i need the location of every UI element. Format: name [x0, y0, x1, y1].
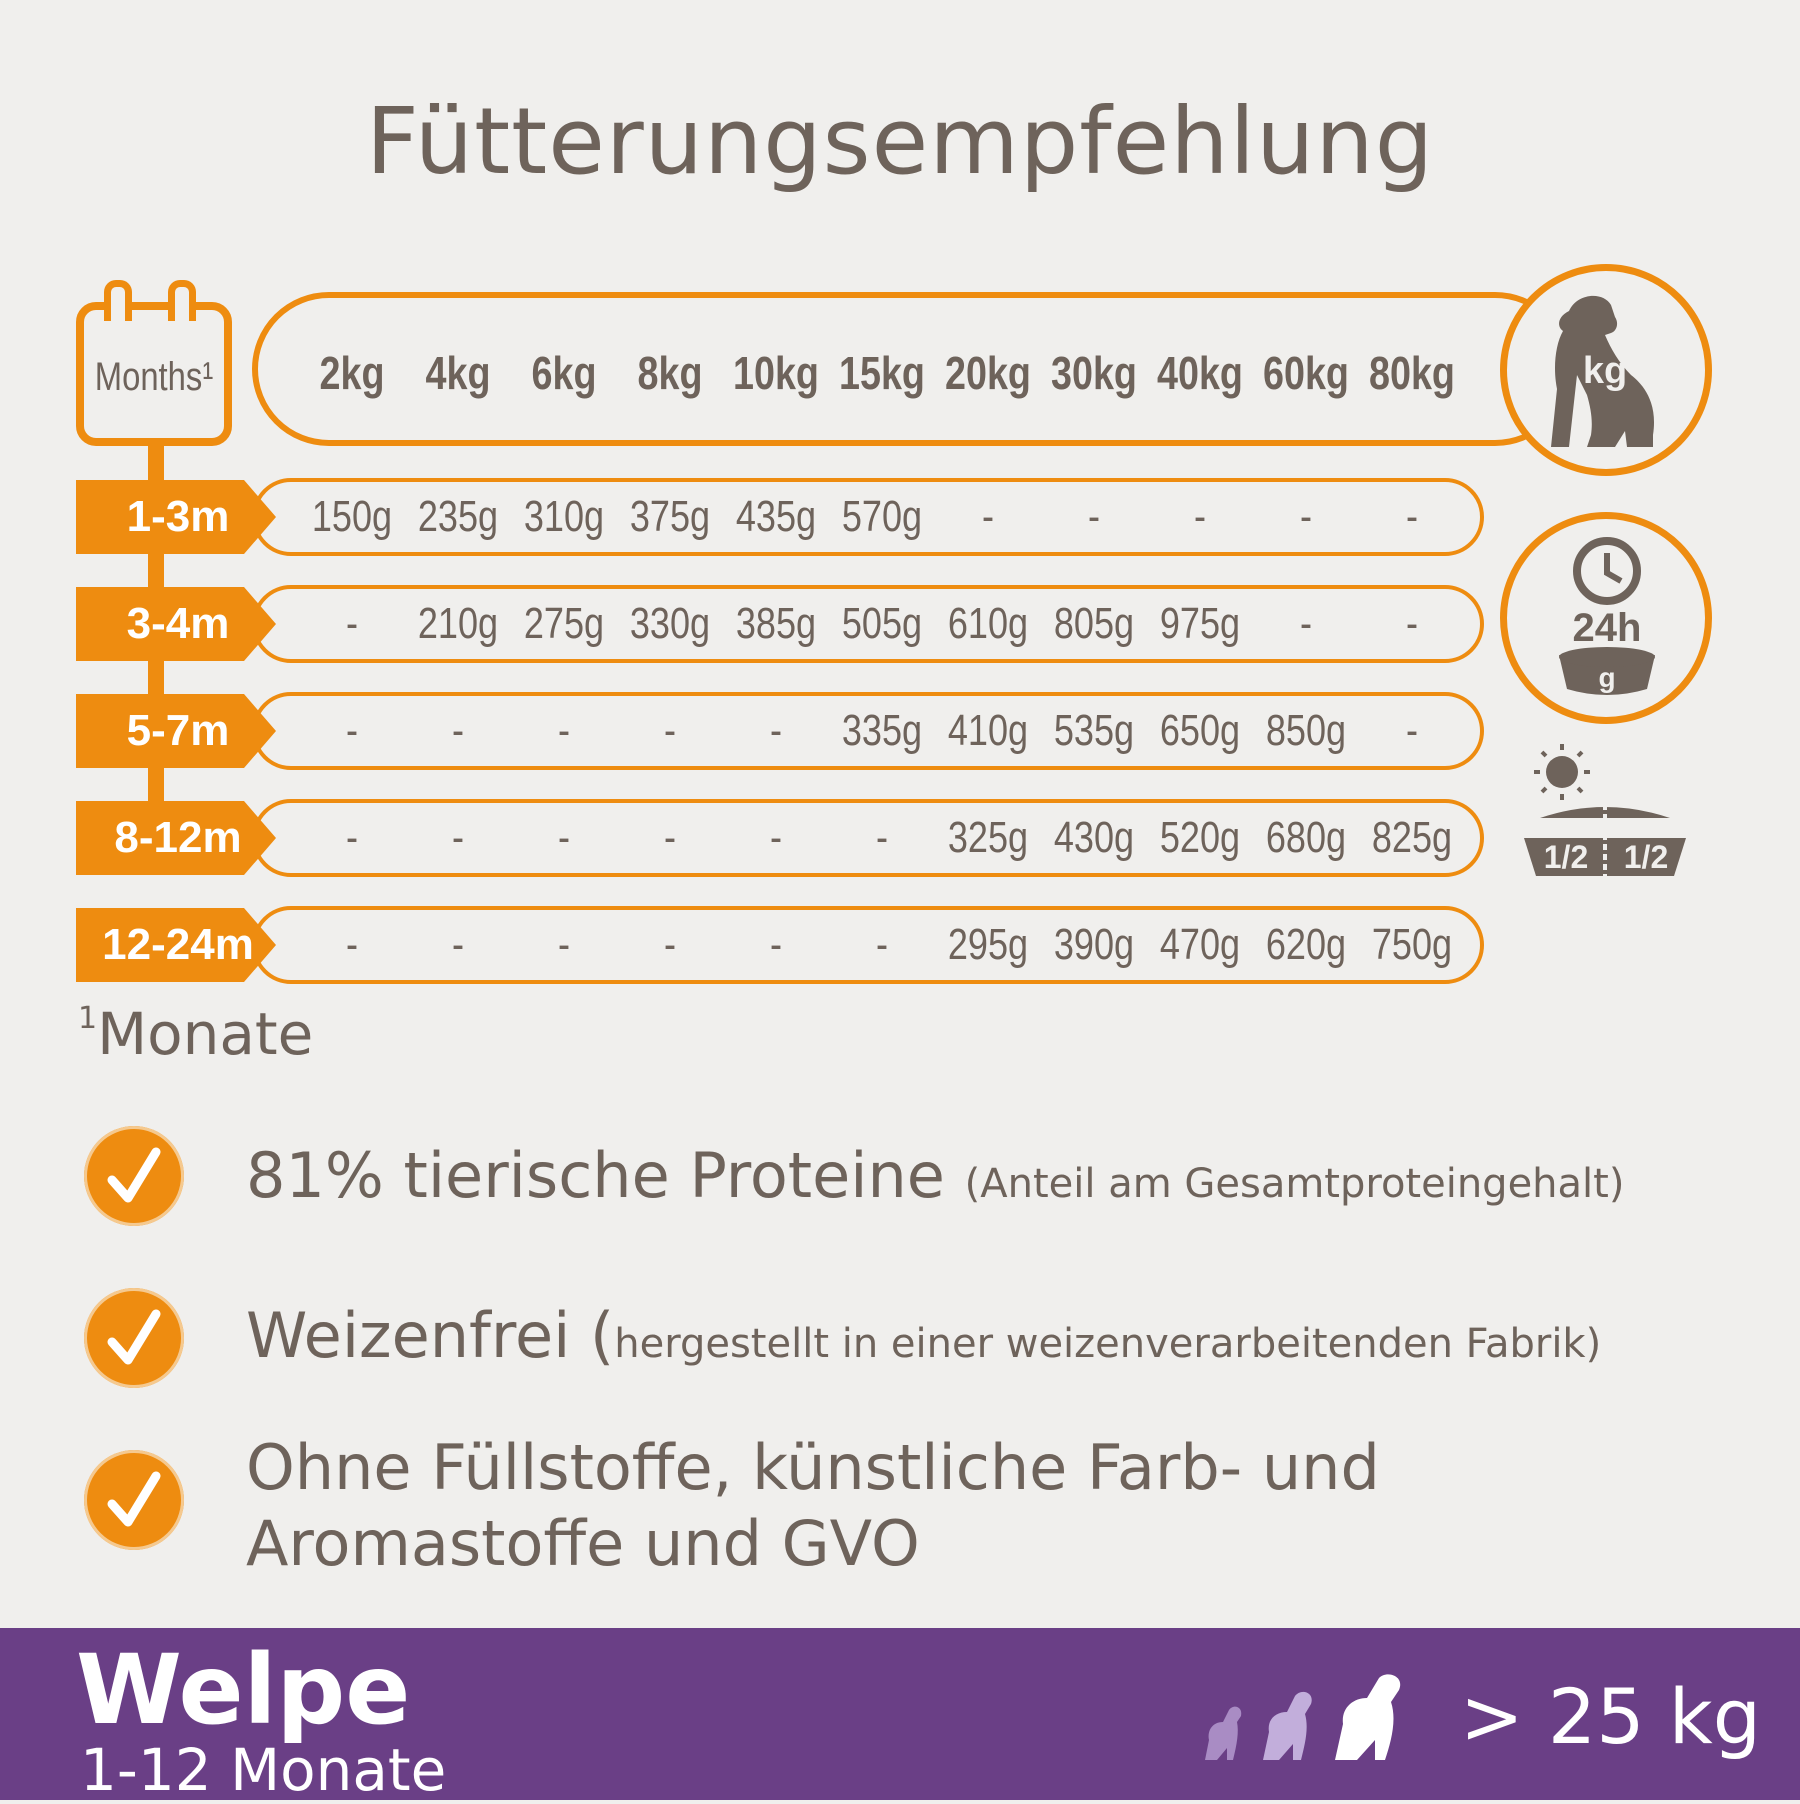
medium-dog-icon: [1263, 1691, 1312, 1760]
table-cell: -: [875, 920, 889, 969]
table-cell: -: [557, 920, 571, 969]
table-cell: 610g: [947, 599, 1029, 648]
weight-header-cell: 20kg: [945, 347, 1031, 399]
feature-no-additives: Ohne Füllstoffe, künstliche Farb- und Ar…: [246, 1431, 1380, 1580]
table-cell: 310g: [523, 492, 605, 541]
table-cell: 825g: [1371, 813, 1453, 862]
age-tag: 5-7m: [76, 694, 276, 768]
footer-title: Welpe: [76, 1634, 411, 1746]
weight-header-cell: 30kg: [1051, 347, 1137, 399]
feature-wheat-free: Weizenfrei (hergestellt in einer weizenv…: [246, 1299, 1602, 1372]
age-tag: 12-24m: [76, 908, 276, 982]
calendar-icon: Months¹: [76, 280, 232, 446]
table-cell: 325g: [947, 813, 1029, 862]
small-dog-icon: [1205, 1706, 1242, 1760]
age-tag: 1-3m: [76, 480, 276, 554]
table-cell: 295g: [947, 920, 1029, 969]
table-cell: -: [451, 920, 465, 969]
footer-subtitle: 1-12 Monate: [80, 1736, 447, 1804]
table-cell: 750g: [1371, 920, 1453, 969]
table-cell: 680g: [1265, 813, 1347, 862]
weight-header-cell: 60kg: [1263, 347, 1349, 399]
table-cell: -: [663, 813, 677, 862]
table-cell: 435g: [735, 492, 817, 541]
table-cell: -: [1087, 492, 1101, 541]
table-cell: -: [769, 920, 783, 969]
check-icon: [84, 1126, 184, 1226]
table-cell: -: [663, 920, 677, 969]
table-cell: 570g: [841, 492, 923, 541]
daily-amount-icon: 24h g: [1500, 512, 1712, 724]
table-cell: -: [345, 813, 359, 862]
table-cell: -: [557, 813, 571, 862]
table-cell: 235g: [417, 492, 499, 541]
footer-weight: > 25 kg: [1460, 1672, 1761, 1761]
table-cell: 975g: [1159, 599, 1241, 648]
bowl-label: g: [1598, 662, 1615, 693]
page-title: Fütterungsempfehlung: [365, 88, 1435, 195]
table-cell: 390g: [1053, 920, 1135, 969]
table-cell: 470g: [1159, 920, 1241, 969]
table-cell: -: [1405, 492, 1419, 541]
table-cell: 505g: [841, 599, 923, 648]
table-cell: 385g: [735, 599, 817, 648]
table-cell: -: [1193, 492, 1207, 541]
table-cell: -: [345, 599, 359, 648]
table-cell: 210g: [417, 599, 499, 648]
weight-header-cell: 8kg: [637, 347, 703, 399]
footer-banner: Welpe 1-12 Monate > 25 kg: [0, 1628, 1800, 1804]
weight-header-cell: 2kg: [319, 347, 385, 399]
table-cell: 335g: [841, 706, 923, 755]
check-icon: [84, 1288, 184, 1388]
table-cell: -: [1299, 599, 1313, 648]
kg-icon-label: kg: [1583, 350, 1627, 392]
feature-protein: 81% tierische Proteine (Anteil am Gesamt…: [246, 1139, 1625, 1212]
table-cell: -: [981, 492, 995, 541]
weight-header-cell: 40kg: [1157, 347, 1243, 399]
table-cell: -: [451, 706, 465, 755]
table-cell: 620g: [1265, 920, 1347, 969]
table-cell: -: [1299, 492, 1313, 541]
large-dog-icon: [1335, 1674, 1401, 1760]
table-cell: -: [663, 706, 677, 755]
table-cell: 150g: [311, 492, 393, 541]
table-cell: 520g: [1159, 813, 1241, 862]
table-cell: -: [1405, 599, 1419, 648]
age-tag: 3-4m: [76, 587, 276, 661]
footnote: 1Monate: [78, 1000, 314, 1068]
table-cell: 850g: [1265, 706, 1347, 755]
day-night-split-icon: 1/2 1/2: [1510, 740, 1700, 880]
dog-weight-icon: kg: [1500, 264, 1712, 476]
table-cell: -: [345, 920, 359, 969]
table-cell: -: [769, 706, 783, 755]
weight-header-cell: 10kg: [733, 347, 819, 399]
moon-icon: [1633, 750, 1660, 793]
dog-size-icons: [1205, 1674, 1401, 1760]
weight-header-cell: 15kg: [839, 347, 925, 399]
daily-icon-label: 24h: [1573, 606, 1642, 650]
table-cell: 430g: [1053, 813, 1135, 862]
table-cell: 535g: [1053, 706, 1135, 755]
table-cell: 275g: [523, 599, 605, 648]
weight-header-cell: 4kg: [425, 347, 491, 399]
weight-header-cell: 6kg: [531, 347, 597, 399]
table-cell: -: [451, 813, 465, 862]
table-cell: 330g: [629, 599, 711, 648]
check-icon: [84, 1450, 184, 1550]
months-label: Months¹: [94, 355, 214, 399]
table-cell: -: [769, 813, 783, 862]
table-cell: 410g: [947, 706, 1029, 755]
table-cell: -: [1405, 706, 1419, 755]
table-cell: 375g: [629, 492, 711, 541]
table-cell: -: [557, 706, 571, 755]
split-label-night: 1/2: [1624, 839, 1668, 875]
weight-header-cell: 80kg: [1369, 347, 1455, 399]
split-label-day: 1/2: [1544, 839, 1588, 875]
table-cell: -: [875, 813, 889, 862]
table-cell: 650g: [1159, 706, 1241, 755]
table-cell: -: [345, 706, 359, 755]
sun-icon: [1534, 744, 1590, 800]
age-tag: 8-12m: [76, 801, 276, 875]
table-cell: 805g: [1053, 599, 1135, 648]
